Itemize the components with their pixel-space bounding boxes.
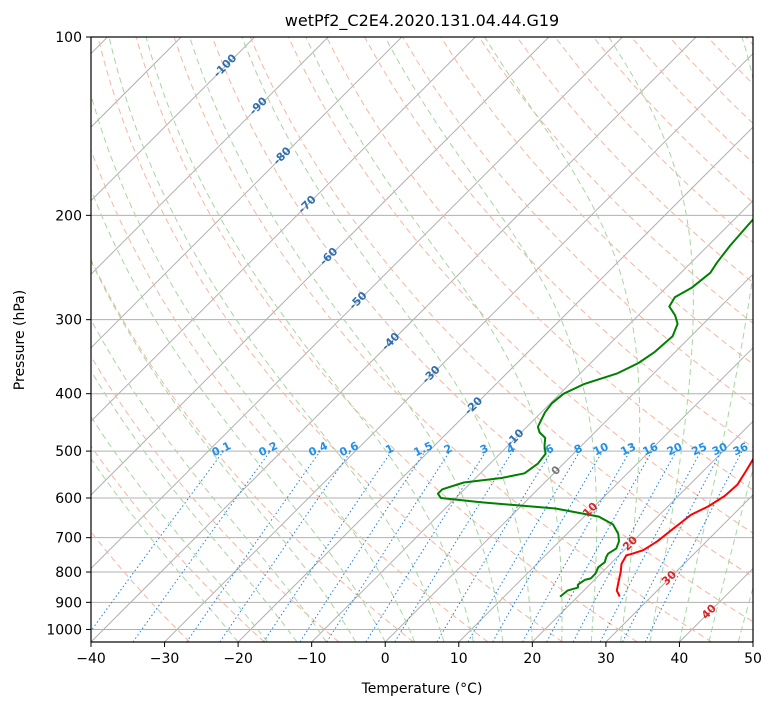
y-tick-label: 1000 <box>46 622 82 638</box>
mixing-ratio-line <box>132 450 271 642</box>
isotherm-line <box>91 37 697 642</box>
x-tick-label: −30 <box>150 651 180 667</box>
moist-adiabat-line <box>737 585 753 642</box>
dry-adiabat-line <box>135 37 638 642</box>
y-tick-label: 700 <box>55 531 82 547</box>
isotherm-line <box>91 37 329 275</box>
mixing-ratio-label: 25 <box>690 440 709 458</box>
mixing-ratio-line <box>91 450 224 632</box>
moist-adiabat-line <box>608 37 694 642</box>
mixing-ratio-line <box>299 450 426 642</box>
isotherm-line <box>91 37 403 349</box>
moist-adiabat-line <box>91 369 298 642</box>
y-tick-label: 900 <box>55 595 82 611</box>
mixing-ratio-label: 30 <box>710 440 730 458</box>
mixing-ratio-line <box>522 450 631 642</box>
mixing-ratio-line <box>644 450 743 642</box>
mixing-ratio-label: 36 <box>731 440 751 458</box>
isotherm-line <box>384 273 753 642</box>
isotherm-line <box>164 52 753 642</box>
x-tick-label: −10 <box>297 651 327 667</box>
x-tick-label: 50 <box>744 651 762 667</box>
dry-adiabat-line <box>249 37 753 578</box>
x-tick-label: −40 <box>76 651 106 667</box>
mixing-ratio-label: 13 <box>619 440 638 458</box>
isotherm-line <box>237 126 753 642</box>
plot-area <box>91 37 753 642</box>
moist-adiabat-line <box>241 37 533 642</box>
moist-adiabat-line <box>91 93 416 642</box>
mixing-ratio-line <box>186 450 321 642</box>
x-tick-label: 30 <box>597 651 615 667</box>
y-tick-label: 400 <box>55 387 82 403</box>
moist-adiabat-line <box>305 37 563 642</box>
chart-title: wetPf2_C2E4.2020.131.04.44.G19 <box>285 11 559 31</box>
x-axis: −40 −30 −20 −10 0 10 20 30 40 50 <box>76 642 762 667</box>
plot-frame <box>90 36 754 643</box>
moist-adiabat-line <box>91 457 239 642</box>
temperature-profile-line <box>615 457 753 598</box>
isotherm-line <box>91 37 550 496</box>
moist-adiabat-line <box>384 37 598 642</box>
y-tick-label: 800 <box>55 565 82 581</box>
moist-adiabat-line <box>678 37 753 642</box>
mixing-ratio-label: 16 <box>641 440 661 458</box>
mixing-ratio-line <box>326 450 451 642</box>
mixing-ratio-line <box>394 450 514 642</box>
moist-adiabat-line <box>708 467 753 642</box>
dry-adiabat-line <box>97 37 563 642</box>
mixing-ratio-label: 10 <box>591 440 611 458</box>
y-tick-label: 500 <box>55 444 82 460</box>
y-tick-label: 300 <box>55 313 82 329</box>
isotherm-line <box>752 641 753 642</box>
moist-adiabat-line <box>91 415 268 642</box>
isotherm-line <box>605 494 753 642</box>
y-axis-title: Pressure (hPa) <box>12 290 28 390</box>
moist-adiabat-line <box>91 188 386 642</box>
moist-adiabat-line <box>108 37 445 642</box>
moist-adiabat-line <box>91 259 357 642</box>
y-axis: 100 200 300 400 500 600 700 800 900 1000 <box>46 30 91 638</box>
dry-adiabat-line <box>326 37 753 491</box>
mixing-ratio-line <box>572 450 677 642</box>
moist-adiabat-line <box>484 37 641 642</box>
dry-adiabat-line <box>173 37 713 642</box>
y-tick-label: 100 <box>55 30 82 46</box>
isotherm-line <box>458 347 753 642</box>
dry-adiabat-line <box>211 37 753 623</box>
x-tick-label: 40 <box>671 651 689 667</box>
isotherm-line <box>91 37 623 570</box>
dry-adiabat-line <box>91 445 265 642</box>
mixing-ratio-line <box>263 450 392 642</box>
dry-adiabat-line <box>91 258 414 642</box>
x-tick-label: −20 <box>223 651 253 667</box>
dewpoint-profile-line <box>436 218 753 598</box>
moist-adiabat-line <box>145 37 474 642</box>
moist-adiabat-line <box>189 37 504 642</box>
isotherm-line <box>91 37 476 423</box>
data-series <box>436 218 753 598</box>
x-tick-label: 0 <box>381 651 390 667</box>
mixing-ratio-line <box>219 450 352 642</box>
x-axis-title: Temperature (°C) <box>361 681 483 697</box>
isotherm-line <box>531 420 753 642</box>
dry-adiabat-line <box>91 355 340 642</box>
y-tick-label: 200 <box>55 208 82 224</box>
background-lines <box>91 37 753 642</box>
mixing-ratio-line <box>546 450 653 642</box>
mixing-ratio-label: 20 <box>665 440 685 458</box>
isotherm-line <box>91 37 256 202</box>
dry-adiabat-line <box>287 37 753 534</box>
x-tick-label: 10 <box>450 651 468 667</box>
y-tick-label: 600 <box>55 491 82 507</box>
x-tick-label: 20 <box>523 651 541 667</box>
